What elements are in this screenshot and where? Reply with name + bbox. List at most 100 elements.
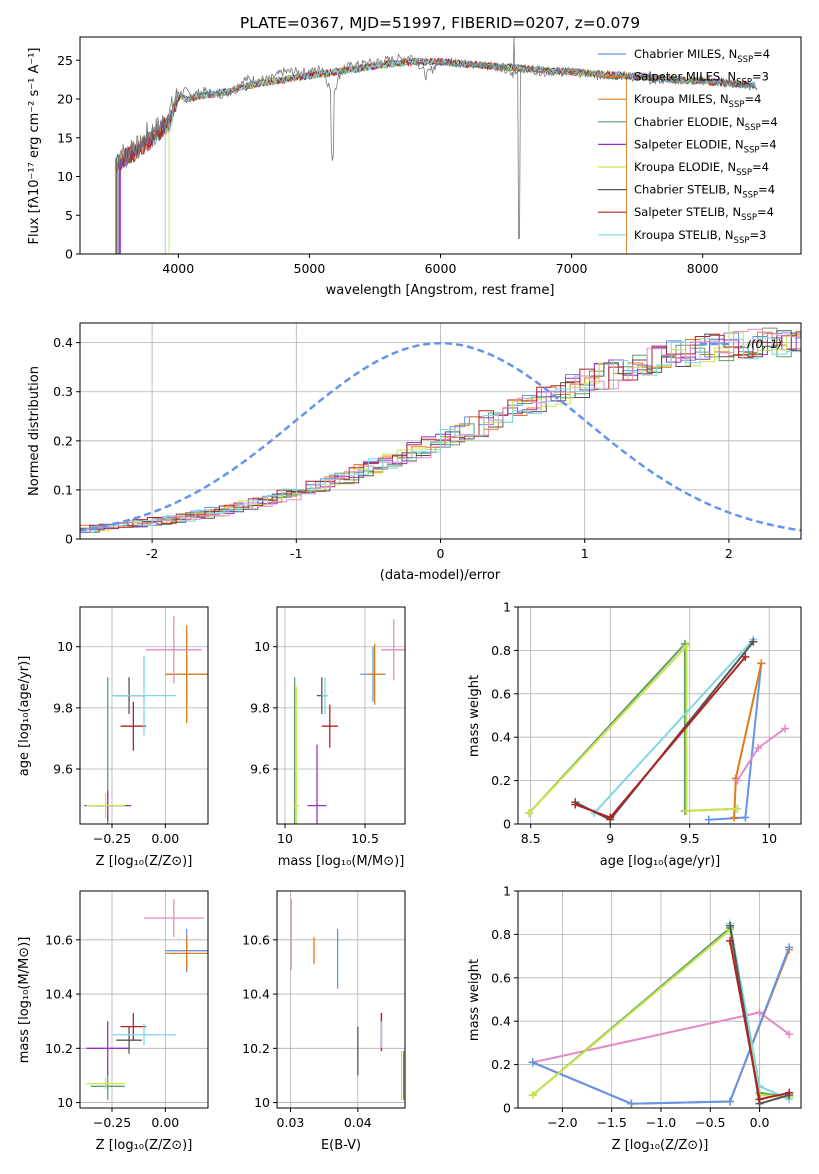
- residuals-frame: [79, 322, 802, 540]
- normal-curve: [80, 341, 801, 532]
- weight-vs-Z-frame: [517, 890, 802, 1109]
- legend-sub: SSP: [745, 123, 761, 133]
- legend-rest: =4: [752, 160, 769, 174]
- mass-vs-ebv-ytick-label: 10.4: [242, 987, 270, 1002]
- legend-sub: SSP: [737, 55, 753, 65]
- mass-vs-ebv-plot-area: 0.03 0.04 10 10.2 10.4 10.6: [242, 891, 405, 1130]
- legend-rest: =4: [758, 183, 775, 197]
- age-vs-mass-ytick-label: 9.8: [250, 700, 270, 715]
- weight-vs-age-marker-yellow: [733, 804, 742, 813]
- spectrum-ytick-label: 0: [65, 247, 73, 262]
- mass-vs-Z-ytick-label: 10.6: [45, 932, 73, 947]
- weight-vs-Z-marker-blue: [726, 1097, 735, 1106]
- spectrum-legend: Chabrier MILES, NSSP=4 Salpeter MILES, NS…: [598, 47, 778, 246]
- weight-vs-age-marker-red: [741, 652, 750, 661]
- weight-vs-Z-line-blue: [532, 947, 791, 1105]
- legend-label-3: Chabrier ELODIE, NSSP=4: [634, 115, 778, 133]
- weight-vs-age-marker-yellow: [525, 809, 534, 818]
- mass-vs-Z-ytick-label: 10.4: [45, 987, 73, 1002]
- residuals-ytick-label: 0.1: [53, 482, 73, 497]
- age-vs-mass-xtick-label: 10.5: [351, 831, 379, 846]
- residual-hist-dgreen: [84, 327, 801, 530]
- mass-vs-ebv-ytick-label: 10.2: [242, 1041, 270, 1056]
- legend-label-8: Kroupa STELIB, NSSP=3: [634, 228, 766, 246]
- figure-title: PLATE=0367, MJD=51997, FIBERID=0207, z=0…: [240, 14, 640, 32]
- weight-vs-age-plot-area: 8.5 9 9.5 10 0 0.2 0.4 0.6 0.8 1: [491, 600, 801, 846]
- weight-vs-Z-xtick-label: −0.5: [695, 1115, 725, 1130]
- weight-vs-Z-xtick-label: 0.0: [750, 1115, 770, 1130]
- age-vs-Z-ytick-label: 10: [57, 639, 73, 654]
- spectrum-data-line: [116, 37, 758, 239]
- residuals-xtick-label: 0: [437, 546, 445, 561]
- age-vs-mass-xtick-label: 10: [277, 831, 293, 846]
- weight-vs-age-marker-red: [571, 800, 580, 809]
- residuals-ytick-label: 0.4: [53, 335, 73, 350]
- legend-sub: SSP: [742, 191, 758, 201]
- residuals-xlabel: (data-model)/error: [380, 568, 501, 583]
- weight-vs-age-marker-yellow: [682, 642, 691, 651]
- mass-vs-Z-ytick-label: 10: [57, 1095, 73, 1110]
- weight-vs-age-ytick-label: 0.4: [491, 730, 511, 745]
- weight-vs-age-xtick-label: 10: [761, 831, 777, 846]
- weight-vs-age-ytick-label: 0.2: [491, 773, 511, 788]
- residuals-ytick-label: 0.2: [53, 433, 73, 448]
- mass-vs-Z-frame: [79, 890, 209, 1109]
- mass-vs-Z-xlabel: Z [log₁₀(Z/Z⊙)]: [96, 1138, 193, 1153]
- weight-vs-age-marker-blue: [704, 815, 713, 824]
- spectrum-xtick-label: 6000: [425, 261, 457, 276]
- residual-hist-orange: [80, 331, 801, 529]
- age-vs-Z-ytick-label: 9.6: [53, 761, 73, 776]
- mass-vs-ebv-xtick-label: 0.04: [344, 1115, 372, 1130]
- spectrum-model-line-6: [116, 57, 756, 254]
- spectrum-xlabel: wavelength [Angstrom, rest frame]: [326, 283, 555, 298]
- weight-vs-Z-xlabel: Z [log₁₀(Z/Z⊙)]: [612, 1138, 709, 1153]
- legend-rest: =4: [744, 92, 761, 106]
- age-vs-mass-xlabel: mass [log₁₀(M/M⊙)]: [278, 854, 405, 869]
- weight-vs-age-ytick-label: 0: [503, 817, 511, 832]
- age-vs-mass-frame: [276, 606, 406, 825]
- legend-label-1: Salpeter MILES, NSSP=3: [634, 70, 769, 88]
- weight-vs-Z-marker-pink: [755, 1008, 764, 1017]
- spectrum-model-line-0: [117, 57, 756, 254]
- age-vs-mass-panel: 10 10.5 9.6 9.8 10 mass [log₁₀(M/M⊙)]: [250, 606, 406, 869]
- residuals-panel: -2 -1 0 1 200.10.20.30.4 (data-model)/error …: [27, 322, 802, 583]
- mass-vs-Z-plot-area: −0.25 0.00 10 10.2 10.4 10.6: [45, 891, 208, 1130]
- residuals-plot-area: -2 -1 0 1 2 0 0.1 0.2 0.3 0.4: [53, 323, 801, 561]
- residual-hist-pink: [84, 328, 801, 529]
- legend-rest: =3: [749, 228, 766, 242]
- residual-hist-dgray: [84, 330, 801, 533]
- age-vs-Z-ylabel: age [log₁₀(age/yr)]: [17, 656, 32, 777]
- spectrum-model-line-4: [120, 57, 755, 254]
- weight-vs-age-ytick-label: 0.6: [491, 686, 511, 701]
- weight-vs-Z-marker-red: [755, 1095, 764, 1104]
- spectrum-model-line-7: [118, 57, 755, 254]
- legend-label-2: Kroupa MILES, NSSP=4: [634, 92, 761, 110]
- legend-rest: =3: [752, 70, 769, 84]
- mass-vs-Z-ylabel: mass [log₁₀(M/M⊙)]: [17, 937, 32, 1064]
- legend-label-4: Salpeter ELODIE, NSSP=4: [634, 137, 777, 155]
- legend-rest: =4: [753, 47, 770, 61]
- spectrum-model-line-5: [168, 57, 755, 254]
- residuals-ytick-label: 0: [65, 532, 73, 547]
- weight-vs-age-xtick-label: 9.5: [680, 831, 700, 846]
- spectrum-ytick-label: 20: [57, 92, 73, 107]
- age-vs-Z-ytick-label: 9.8: [53, 700, 73, 715]
- legend-sub: SSP: [744, 145, 760, 155]
- weight-vs-age-ytick-label: 0.8: [491, 643, 511, 658]
- mass-vs-ebv-ytick-label: 10.6: [242, 932, 270, 947]
- weight-vs-Z-xtick-label: −1.0: [646, 1115, 676, 1130]
- spectrum-xtick-label: 8000: [687, 261, 719, 276]
- weight-vs-Z-plot-area: −2.0 −1.5 −1.0 −0.5 0.0 0 0.2 0.4 0.6 0.8 1: [491, 884, 801, 1130]
- legend-label-6: Chabrier STELIB, NSSP=4: [634, 183, 775, 201]
- age-vs-mass-ytick-label: 10: [254, 639, 270, 654]
- weight-vs-Z-ytick-label: 0.6: [491, 970, 511, 985]
- spectrum-xtick-label: 4000: [162, 261, 194, 276]
- weight-vs-Z-marker-pink: [785, 1030, 794, 1039]
- spectrum-panel: 4000 5000 6000 7000 8000 0 5 10 15 20 25 wavelengt…: [27, 36, 802, 298]
- residual-hist-purple: [80, 334, 801, 533]
- mass-vs-Z-xtick-label: −0.25: [93, 1115, 131, 1130]
- weight-vs-age-marker-dgray: [749, 637, 758, 646]
- weight-vs-Z-ytick-label: 0.8: [491, 927, 511, 942]
- spectrum-frame: [79, 36, 802, 255]
